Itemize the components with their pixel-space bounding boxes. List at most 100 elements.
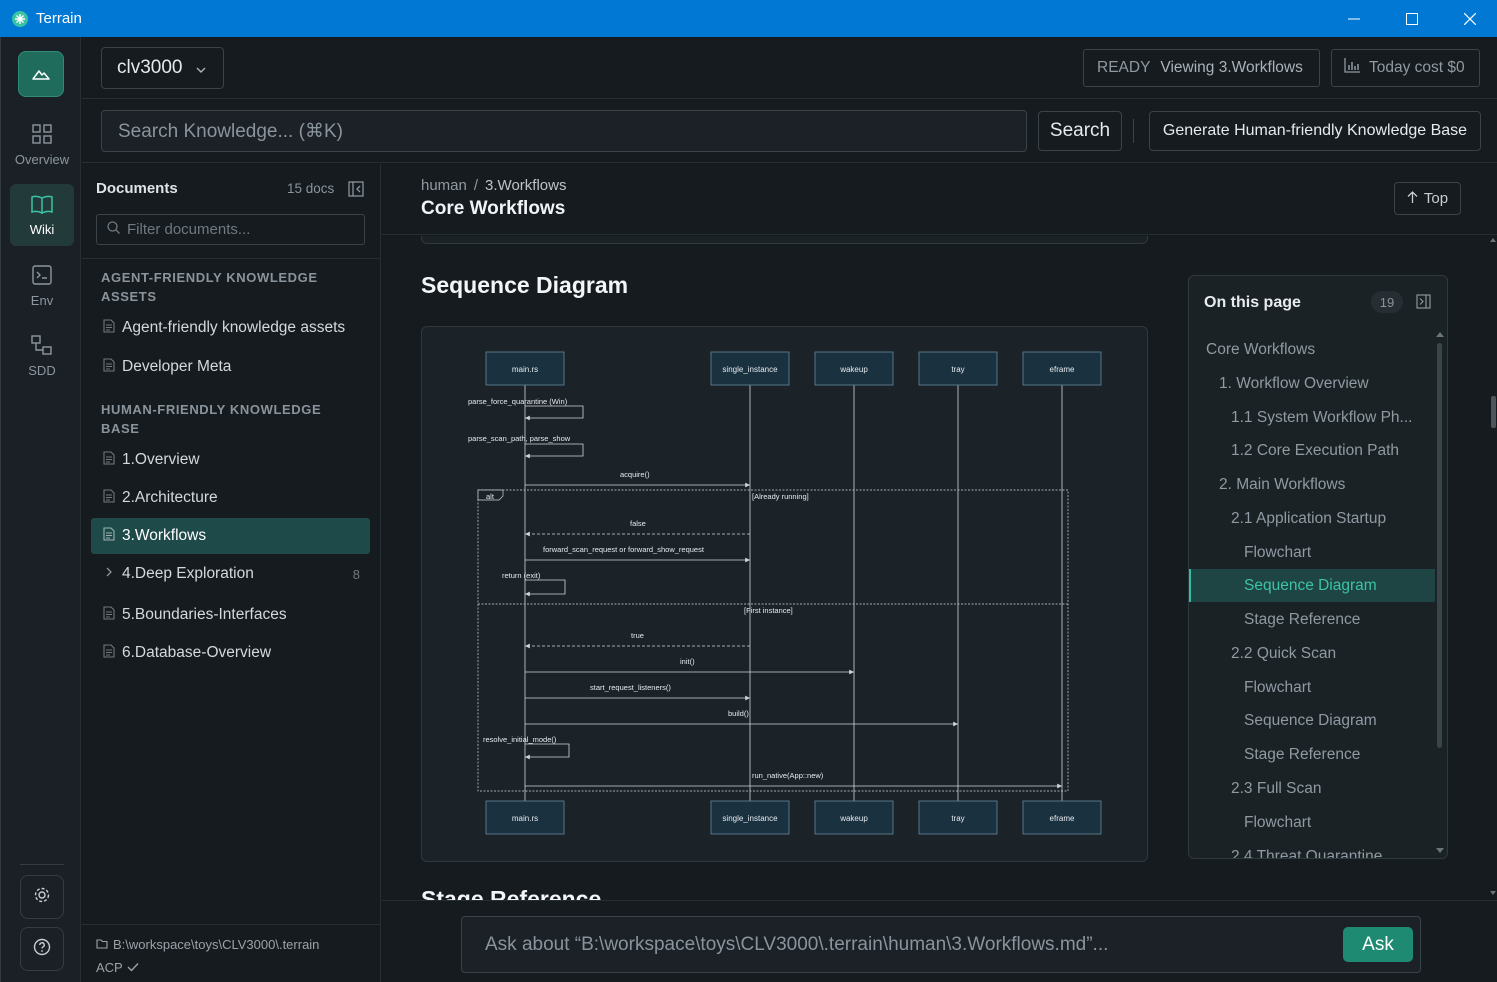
toc-item[interactable]: 2.1 Application Startup [1231, 509, 1387, 527]
collapse-panel-icon[interactable] [348, 181, 364, 202]
settings-button[interactable] [20, 875, 64, 919]
file-icon [103, 526, 115, 546]
scroll-top-label: Top [1423, 190, 1449, 207]
ask-button[interactable]: Ask [1343, 927, 1413, 962]
file-icon [103, 488, 115, 508]
search-row: Search Knowledge... (⌘K) Search Generate… [82, 100, 1497, 163]
documents-count: 15 docs [287, 181, 335, 196]
workspace-footer: B:\workspace\toys\CLV3000\.terrain ACP [82, 924, 380, 982]
scroll-top-button[interactable]: Top [1394, 182, 1461, 215]
toc-scrollbar[interactable] [1437, 343, 1442, 748]
toc-scroll-down-icon[interactable] [1436, 848, 1444, 854]
participant-label: wakeup [839, 365, 868, 374]
message-label: init() [680, 657, 695, 666]
doc-item[interactable]: 2.Architecture [91, 480, 370, 516]
toc-item[interactable]: Sequence Diagram [1244, 711, 1377, 729]
participant-box-tray [918, 351, 998, 386]
filter-documents-input[interactable]: Filter documents... [96, 214, 365, 245]
nav-sdd[interactable]: SDD [10, 325, 74, 387]
toc-item[interactable]: 1.1 System Workflow Ph... [1231, 408, 1413, 426]
app-logo[interactable] [18, 51, 64, 97]
cost-text: Today cost $0 [1369, 59, 1465, 76]
toc-item[interactable]: 2.2 Quick Scan [1231, 644, 1337, 662]
search-placeholder: Search Knowledge... (⌘K) [118, 120, 343, 142]
doc-item[interactable]: 1.Overview [91, 442, 370, 478]
project-selector[interactable]: clv3000 [101, 47, 224, 89]
documents-divider [82, 258, 380, 259]
nav-wiki[interactable]: Wiki [10, 184, 74, 246]
doc-item-active[interactable]: 3.Workflows [91, 518, 370, 554]
content-scrollbar[interactable] [1489, 236, 1497, 900]
search-button[interactable]: Search [1038, 111, 1122, 151]
search-divider [1133, 119, 1134, 143]
toc-item[interactable]: Flowchart [1244, 543, 1312, 561]
doc-item-label: 1.Overview [122, 451, 200, 468]
generate-kb-button[interactable]: Generate Human-friendly Knowledge Base [1149, 111, 1481, 151]
close-button[interactable] [1441, 0, 1497, 37]
window-title: Terrain [36, 10, 82, 27]
toc-item[interactable]: 1.2 Core Execution Path [1231, 441, 1400, 459]
top-bar: clv3000 READY Viewing 3.Workflows Today … [82, 37, 1497, 99]
self-message-arrow [525, 743, 570, 760]
toc-item[interactable]: 2.4 Threat Quarantine [1231, 847, 1383, 859]
collapse-toc-icon[interactable] [1416, 294, 1431, 314]
participant-box-tray-bottom [918, 800, 998, 835]
toc-item[interactable]: Flowchart [1244, 678, 1312, 696]
terminal-icon [32, 264, 52, 288]
nav-wiki-label: Wiki [29, 221, 55, 237]
next-section-heading: Stage Reference [421, 886, 602, 900]
toc-item[interactable]: Stage Reference [1244, 745, 1361, 763]
diagram-icon [31, 334, 53, 358]
toc-item[interactable]: 2.3 Full Scan [1231, 779, 1322, 797]
toc-item[interactable]: 1. Workflow Overview [1219, 374, 1369, 392]
ask-placeholder: Ask about “B:\workspace\toys\CLV3000\.te… [485, 933, 1109, 955]
doc-item[interactable]: Agent-friendly knowledge assets [91, 310, 370, 346]
breadcrumb-current[interactable]: 3.Workflows [485, 177, 567, 194]
mountain-icon [32, 70, 50, 80]
toc-item-active[interactable]: Sequence Diagram [1189, 569, 1435, 602]
nav-rail: Overview Wiki Env SDD [0, 37, 81, 982]
minimize-button[interactable] [1325, 0, 1383, 37]
search-input[interactable]: Search Knowledge... (⌘K) [101, 110, 1027, 152]
toc-item[interactable]: 2. Main Workflows [1219, 475, 1346, 493]
participant-box-eframe [1022, 351, 1102, 386]
doc-item-label: 5.Boundaries-Interfaces [122, 606, 287, 623]
doc-item[interactable]: 5.Boundaries-Interfaces [91, 597, 370, 633]
article-body: Sequence Diagram [382, 236, 1490, 900]
toc-item[interactable]: Stage Reference [1244, 610, 1361, 628]
participant-box-eframe-bottom [1022, 800, 1102, 835]
documents-panel: Documents 15 docs Filter documents... AG… [82, 164, 381, 982]
chevron-right-icon [103, 565, 115, 583]
doc-item[interactable]: 6.Database-Overview [91, 635, 370, 671]
doc-folder[interactable]: 4.Deep Exploration 8 [91, 556, 370, 592]
toc-item[interactable]: Core Workflows [1206, 340, 1316, 358]
maximize-button[interactable] [1383, 0, 1441, 37]
ask-input[interactable]: Ask about “B:\workspace\toys\CLV3000\.te… [461, 916, 1421, 973]
section-human-friendly: HUMAN-FRIENDLY KNOWLEDGE BASE [101, 402, 322, 436]
message-label: parse_force_quarantine (Win) [468, 397, 568, 406]
toc-item[interactable]: Flowchart [1244, 813, 1312, 831]
file-icon [103, 643, 115, 663]
nav-env-label: Env [30, 292, 54, 308]
message-label: false [630, 519, 646, 528]
participant-label: eframe [1050, 814, 1075, 823]
rail-divider [20, 864, 64, 865]
terrain-logo-icon [11, 10, 29, 28]
alt-guard: [First instance] [744, 606, 793, 615]
breadcrumb-root[interactable]: human [421, 177, 467, 194]
message-label: run_native(App::new) [752, 771, 824, 780]
toc-title: On this page [1204, 294, 1301, 311]
nav-sdd-label: SDD [28, 362, 56, 378]
toc-scroll-up-icon[interactable] [1436, 331, 1444, 337]
alt-frame [477, 489, 1069, 792]
book-icon [31, 194, 53, 217]
message-label: forward_scan_request or forward_show_req… [543, 545, 705, 554]
nav-env[interactable]: Env [10, 255, 74, 317]
help-button[interactable] [20, 927, 64, 971]
message-label: parse_scan_path, parse_show [468, 434, 571, 443]
cost-indicator[interactable]: Today cost $0 [1331, 49, 1480, 87]
nav-overview[interactable]: Overview [10, 114, 74, 176]
doc-item[interactable]: Developer Meta [91, 349, 370, 385]
chevron-down-icon [195, 60, 207, 82]
check-icon [127, 960, 139, 975]
